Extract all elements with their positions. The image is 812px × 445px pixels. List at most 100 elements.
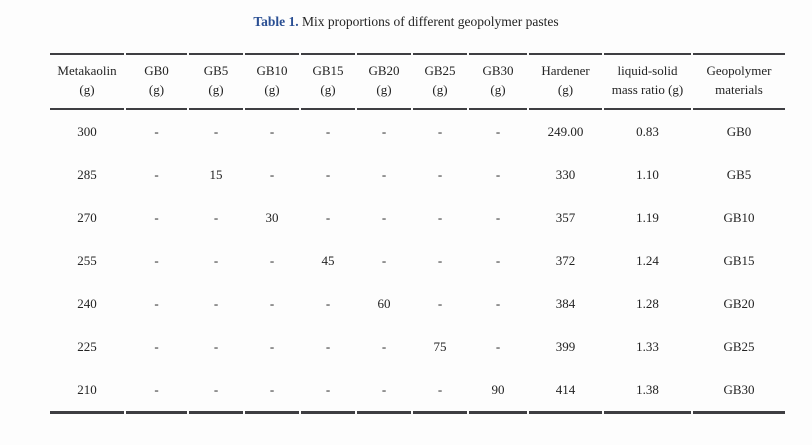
- table-cell: -: [495, 209, 501, 225]
- table-cell: -: [154, 338, 159, 354]
- table-cell: 1.38: [604, 368, 691, 414]
- table-header: Metakaolin (g) GB0 (g) GB5 (g) GB10 (g) GB15 (g) G…: [50, 53, 785, 110]
- table-cell: 30: [265, 209, 279, 225]
- table-cell: 1.28: [636, 295, 659, 311]
- table-cell: -: [381, 209, 387, 225]
- table-cell: 330: [555, 166, 576, 182]
- table-cell: 75: [433, 338, 447, 354]
- table-cell: -: [381, 338, 387, 354]
- header-cell-gb20: GB20 (g): [357, 53, 411, 110]
- table-cell: 1.24: [636, 252, 659, 268]
- table-row: 270 - - 30 - - - - 357 1.19 GB10: [50, 196, 785, 239]
- table-cell: GB15: [723, 252, 755, 268]
- mix-proportions-table: Metakaolin (g) GB0 (g) GB5 (g) GB10 (g) GB15 (g) G…: [48, 53, 787, 414]
- header-cell-gb5: GB5 (g): [189, 53, 243, 110]
- table-cell: -: [213, 295, 219, 311]
- table-cell: 255: [77, 252, 97, 268]
- table-cell: 414: [529, 368, 602, 414]
- table-cell: 1.33: [636, 338, 659, 354]
- table-cell: 0.83: [636, 123, 659, 139]
- header-cell-gb30: GB30 (g): [469, 53, 527, 110]
- table-row: 285 - 15 - - - - - 330 1.10 GB5: [50, 153, 785, 196]
- table-cell: GB20: [723, 295, 755, 311]
- table-cell: -: [213, 209, 219, 225]
- header-cell-hardener: Hardener (g): [529, 53, 602, 110]
- table-cell: -: [381, 123, 387, 139]
- table-cell: -: [495, 123, 501, 139]
- header-cell-geopolymer: Geopolymer materials: [693, 53, 785, 110]
- table-cell: -: [154, 166, 159, 182]
- table-cell: GB25: [723, 338, 755, 354]
- table-cell: 90: [469, 368, 527, 414]
- table-caption-text: Mix proportions of different geopolymer …: [298, 14, 559, 29]
- table-cell: 210: [50, 368, 124, 414]
- table-cell: -: [213, 338, 219, 354]
- table-cell: 45: [321, 252, 335, 268]
- table-cell: -: [495, 166, 501, 182]
- table-caption: Table 1. Mix proportions of different ge…: [0, 13, 812, 30]
- table-row: 240 - - - - 60 - - 384 1.28 GB20: [50, 282, 785, 325]
- table-cell: -: [495, 252, 501, 268]
- table-cell: -: [189, 368, 243, 414]
- table-cell: GB10: [723, 209, 755, 225]
- table-row: 225 - - - - - 75 - 399 1.33 GB25: [50, 325, 785, 368]
- table-cell: -: [301, 368, 355, 414]
- table-cell: -: [245, 368, 299, 414]
- table-cell: -: [154, 209, 159, 225]
- header-cell-liquid-solid: liquid-solid mass ratio (g): [604, 53, 691, 110]
- table-cell: -: [357, 368, 411, 414]
- table-cell: -: [437, 252, 443, 268]
- table-cell: 1.19: [636, 209, 659, 225]
- table-cell: -: [154, 252, 159, 268]
- table-cell: -: [154, 295, 159, 311]
- table-cell: 1.10: [636, 166, 659, 182]
- table-cell: -: [437, 295, 443, 311]
- table-cell: GB0: [726, 123, 752, 139]
- table-cell: -: [325, 166, 331, 182]
- table-cell: 285: [77, 166, 97, 182]
- table-cell: -: [269, 295, 275, 311]
- table-cell: 384: [555, 295, 576, 311]
- table-row: 300 - - - - - - - 249.00 0.83 GB0: [50, 110, 785, 153]
- table-cell: -: [381, 252, 387, 268]
- table-cell: -: [437, 166, 443, 182]
- table-cell: GB5: [726, 166, 752, 182]
- table-cell: 240: [77, 295, 97, 311]
- table-cell: -: [213, 252, 219, 268]
- table-cell: -: [325, 338, 331, 354]
- table-caption-label: Table 1.: [253, 14, 299, 29]
- header-cell-gb15: GB15 (g): [301, 53, 355, 110]
- table-cell: 357: [555, 209, 576, 225]
- table-cell: 399: [555, 338, 576, 354]
- table-cell: 225: [77, 338, 97, 354]
- table-cell: 372: [555, 252, 576, 268]
- table-body: 300- - - - - - -249.00 0.83 GB0 285-15- - - - -330 1.1…: [50, 110, 785, 414]
- table-cell: -: [269, 123, 275, 139]
- table-cell: 300: [77, 123, 97, 139]
- table-cell: -: [126, 368, 187, 414]
- table-cell: -: [437, 123, 443, 139]
- table-cell: 270: [77, 209, 97, 225]
- table-cell: -: [381, 166, 387, 182]
- table-cell: -: [325, 123, 331, 139]
- table-cell: -: [413, 368, 467, 414]
- table-cell: -: [325, 295, 331, 311]
- table-cell: -: [325, 209, 331, 225]
- table-cell: -: [154, 123, 159, 139]
- table-header-row: Metakaolin (g) GB0 (g) GB5 (g) GB10 (g) GB15 (g) G…: [50, 53, 785, 110]
- table-cell: 60: [377, 295, 391, 311]
- table-cell: -: [213, 123, 219, 139]
- table-cell: 249.00: [547, 123, 584, 139]
- header-cell-metakaolin: Metakaolin (g): [50, 53, 124, 110]
- table-cell: -: [495, 338, 501, 354]
- table-row: 210- - - - - -90 414 1.38 GB30: [50, 368, 785, 414]
- table-cell: -: [269, 338, 275, 354]
- table-cell: -: [437, 209, 443, 225]
- table-cell: 15: [209, 166, 223, 182]
- table-row: 255 - - - 45 - - - 372 1.24 GB15: [50, 239, 785, 282]
- table-cell: -: [495, 295, 501, 311]
- table-cell: -: [269, 166, 275, 182]
- table-cell: GB30: [693, 368, 785, 414]
- header-cell-gb25: GB25 (g): [413, 53, 467, 110]
